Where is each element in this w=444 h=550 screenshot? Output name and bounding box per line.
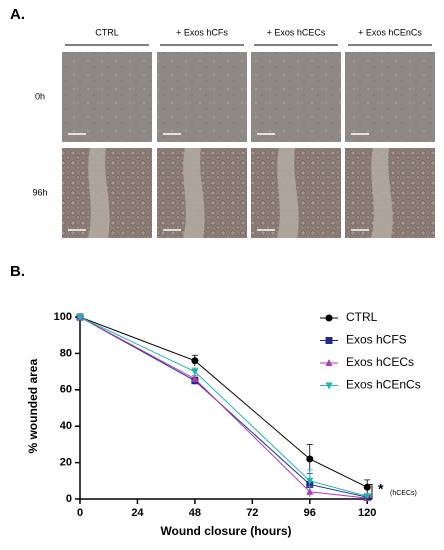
x-axis-title: Wound closure (hours) xyxy=(160,524,291,538)
series-line xyxy=(79,316,368,498)
x-tick-label: 96 xyxy=(304,507,316,519)
column-header: + Exos hCECs xyxy=(267,27,326,37)
wound-gap xyxy=(183,148,205,238)
y-axis-title: % wounded area xyxy=(26,359,40,454)
y-tick-label: 60 xyxy=(60,384,72,396)
legend-marker xyxy=(325,314,333,322)
wound-gap xyxy=(88,148,110,238)
y-tick-label: 100 xyxy=(54,311,72,323)
annotation: (hCECs) xyxy=(390,490,417,497)
annotation: * xyxy=(378,481,384,497)
series-line xyxy=(79,316,368,488)
micrograph xyxy=(345,52,435,142)
data-point xyxy=(191,374,199,382)
legend-marker xyxy=(325,337,333,344)
y-tick-label: 0 xyxy=(66,493,72,505)
significance-bracket xyxy=(366,483,373,500)
wound-gap xyxy=(277,148,299,238)
column-header: + Exos hCFs xyxy=(176,27,228,37)
series-line xyxy=(79,316,368,499)
column-header: + Exos hCEnCs xyxy=(358,27,422,37)
wound-gap xyxy=(371,148,393,238)
column-header: CTRL xyxy=(95,27,119,37)
legend-label: Exos hCEnCs xyxy=(346,378,421,392)
data-point xyxy=(363,493,371,501)
x-tick-label: 120 xyxy=(358,507,376,519)
data-point xyxy=(76,314,84,322)
panel-label: B. xyxy=(10,263,25,280)
y-tick-label: 20 xyxy=(60,457,72,469)
y-tick-label: 80 xyxy=(60,347,72,359)
y-tick-label: 40 xyxy=(60,420,72,432)
micrograph xyxy=(62,52,152,142)
x-tick-label: 72 xyxy=(246,507,258,519)
legend-marker xyxy=(325,382,333,390)
legend-marker xyxy=(325,359,333,366)
data-point xyxy=(306,455,314,463)
x-tick-label: 0 xyxy=(77,507,83,519)
data-point xyxy=(191,357,199,365)
data-point xyxy=(363,483,371,491)
row-label: 0h xyxy=(35,91,45,101)
series-line xyxy=(79,316,368,497)
panel-label: A. xyxy=(10,6,25,23)
legend-label: CTRL xyxy=(346,310,378,324)
legend-label: Exos hCFS xyxy=(346,333,407,347)
x-tick-label: 24 xyxy=(131,507,144,519)
data-point xyxy=(306,477,314,485)
row-label: 96h xyxy=(32,187,47,197)
x-tick-label: 48 xyxy=(189,507,201,519)
micrograph xyxy=(157,52,247,142)
legend-label: Exos hCECs xyxy=(346,355,414,369)
micrograph xyxy=(251,52,341,142)
data-point xyxy=(191,368,199,376)
